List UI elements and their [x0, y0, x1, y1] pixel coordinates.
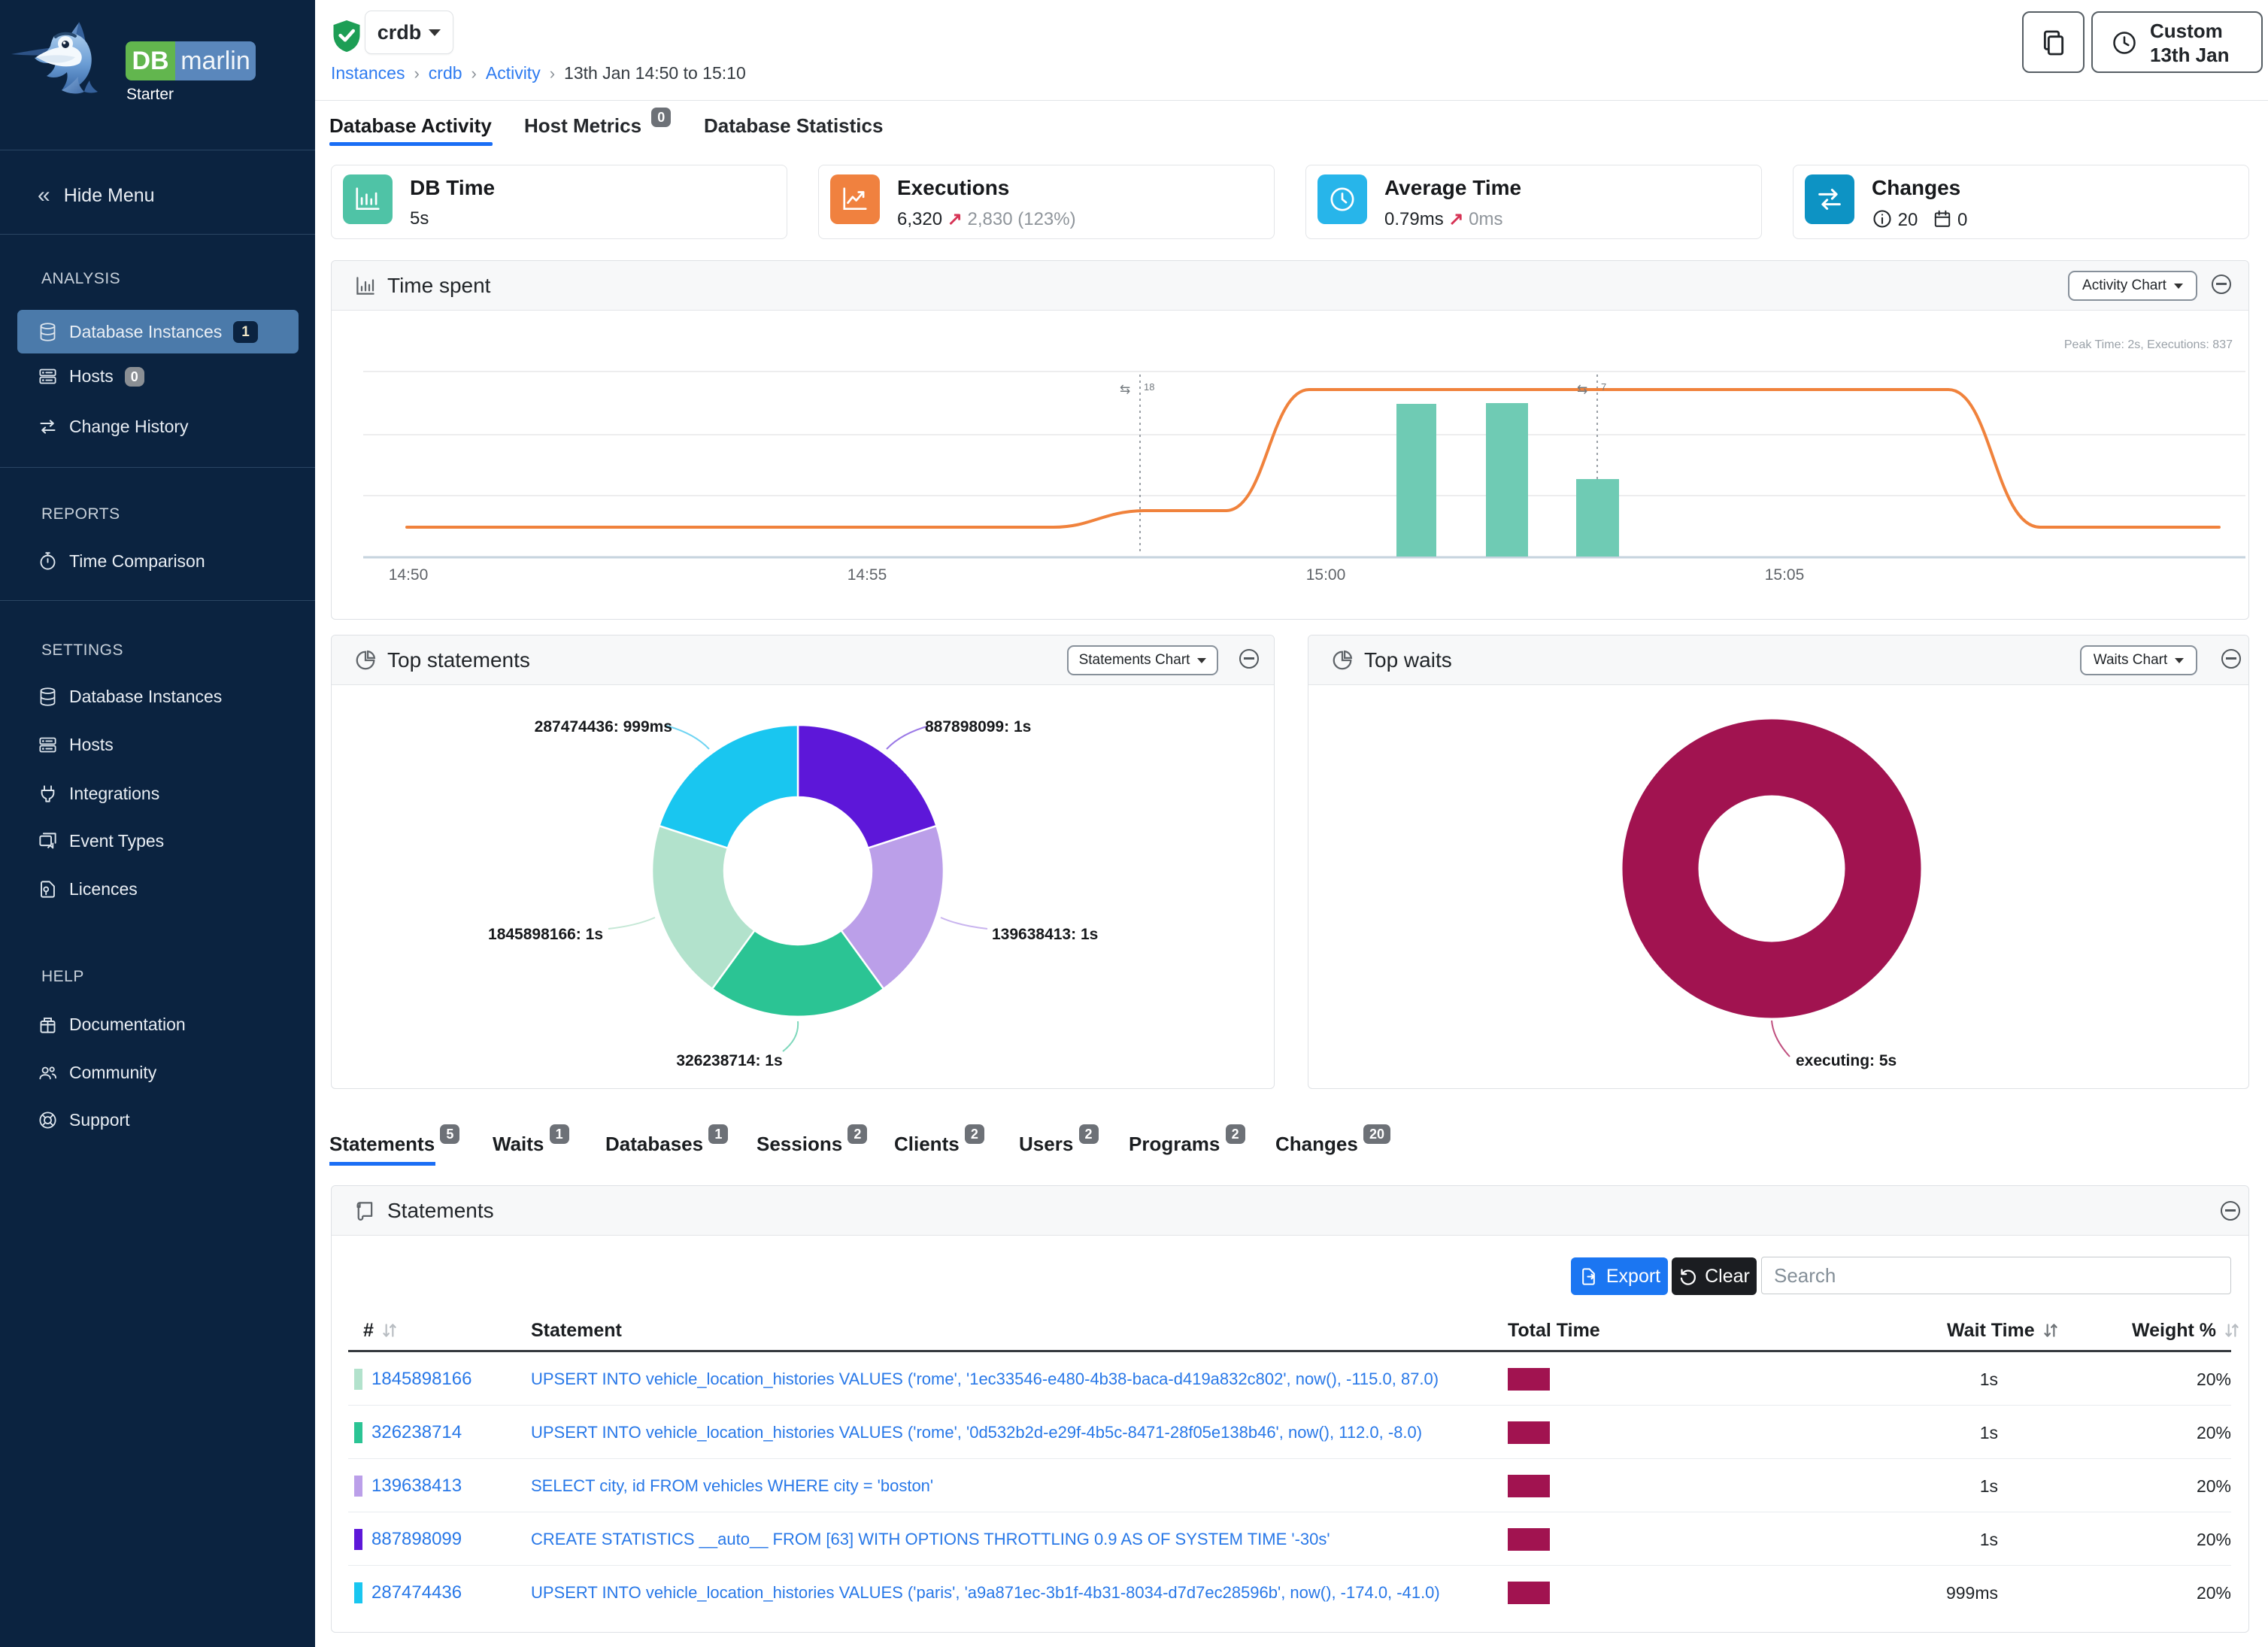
svg-text:⇆: ⇆ [1577, 382, 1587, 396]
svg-text:887898099: 1s: 887898099: 1s [925, 718, 1031, 736]
svg-text:⇆: ⇆ [1120, 382, 1130, 396]
svg-text:15:05: 15:05 [1765, 566, 1805, 584]
svg-text:139638413: 1s: 139638413: 1s [992, 926, 1098, 943]
svg-text:14:50: 14:50 [389, 566, 429, 584]
svg-text:287474436: 999ms: 287474436: 999ms [535, 718, 672, 736]
svg-text:7: 7 [1601, 381, 1606, 393]
svg-text:18: 18 [1144, 381, 1154, 393]
svg-text:326238714: 1s: 326238714: 1s [676, 1052, 782, 1069]
svg-text:executing: 5s: executing: 5s [1796, 1052, 1897, 1069]
svg-text:15:00: 15:00 [1306, 566, 1346, 584]
svg-text:1845898166: 1s: 1845898166: 1s [488, 926, 603, 943]
svg-text:14:55: 14:55 [847, 566, 887, 584]
svg-text:Peak Time: 2s, Executions: 837: Peak Time: 2s, Executions: 837 [2064, 338, 2233, 351]
